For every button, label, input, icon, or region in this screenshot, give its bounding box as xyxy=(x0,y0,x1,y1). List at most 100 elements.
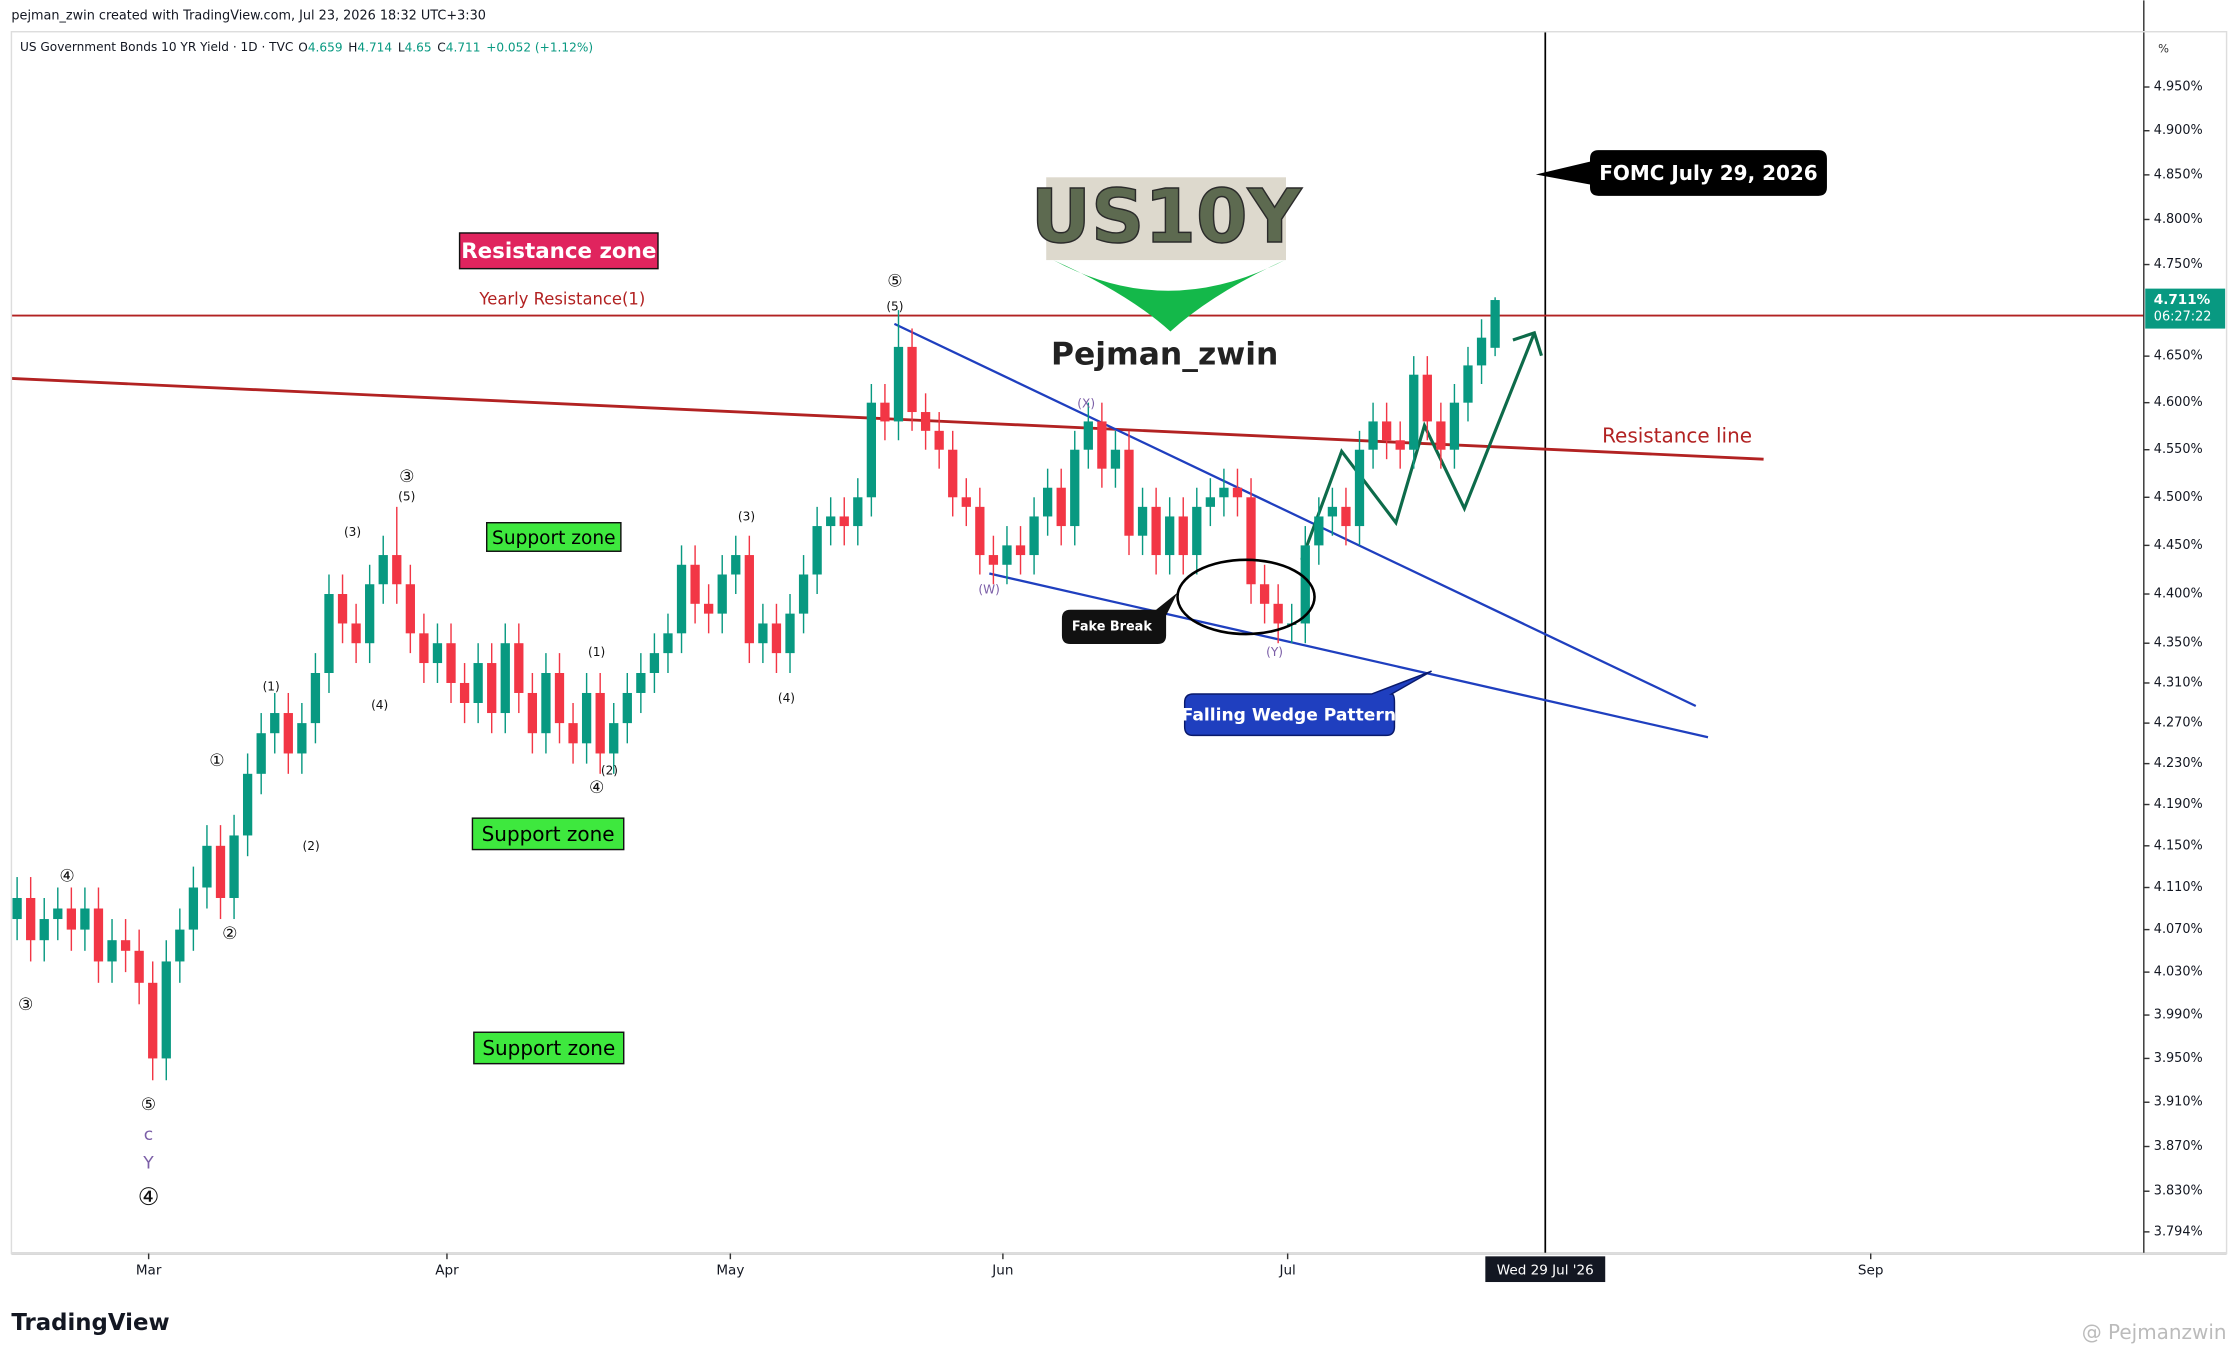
y-tick-label: 3.990% xyxy=(2154,1008,2203,1023)
y-tick-label: 4.750% xyxy=(2154,257,2203,272)
wave-label: (3) xyxy=(344,525,361,539)
candle-body xyxy=(161,961,171,1059)
candle-body xyxy=(1300,545,1310,624)
x-tick-label: Apr xyxy=(435,1263,459,1279)
candle-body xyxy=(853,497,863,527)
candle-body xyxy=(120,940,131,951)
logo-smile xyxy=(1053,260,1285,332)
candle-body xyxy=(432,643,443,664)
y-tick-label: 4.450% xyxy=(2154,538,2203,553)
candle-body xyxy=(907,346,917,413)
y-tick-label: 3.794% xyxy=(2154,1224,2203,1239)
y-tick-label: 3.870% xyxy=(2154,1139,2203,1154)
candle-body xyxy=(1015,545,1026,556)
candle-body xyxy=(229,835,239,898)
y-tick-label: 4.900% xyxy=(2154,123,2203,138)
ohlc-label: H xyxy=(348,40,357,54)
ohlc-value: 4.659 xyxy=(308,40,343,54)
candle-body xyxy=(242,773,253,836)
fomc-label: FOMC July 29, 2026 xyxy=(1599,161,1817,185)
candle-body xyxy=(297,723,307,754)
candle-body xyxy=(337,594,348,624)
candle-body xyxy=(1490,300,1500,348)
x-tick-label: Jul xyxy=(1278,1263,1295,1279)
candle-body xyxy=(39,919,49,941)
y-tick-label: 4.600% xyxy=(2154,395,2203,410)
candle-body xyxy=(283,713,293,754)
candle-body xyxy=(26,897,36,941)
ohlc-label: C xyxy=(437,40,445,54)
ohlc-value: 4.711 xyxy=(446,40,481,54)
candle-body xyxy=(1002,545,1012,565)
candle-body xyxy=(636,673,646,693)
candle-body xyxy=(1259,584,1270,604)
candle-body xyxy=(1273,603,1283,624)
candle-body xyxy=(215,845,226,898)
logo-bg xyxy=(1046,177,1286,261)
candle-body xyxy=(1219,487,1229,498)
candle-body xyxy=(419,633,429,664)
candle-body xyxy=(1381,421,1392,441)
candle-body xyxy=(663,633,673,654)
candle-body xyxy=(839,516,849,527)
y-tick-label: 4.030% xyxy=(2154,965,2203,980)
y-tick-label: 4.950% xyxy=(2154,80,2203,95)
wave-label: c xyxy=(144,1125,153,1145)
symbol-title: US Government Bonds 10 YR Yield · 1D · T… xyxy=(20,40,293,54)
candle-body xyxy=(798,574,809,614)
candle-body xyxy=(1422,374,1432,422)
y-tick-label: 4.150% xyxy=(2154,838,2203,853)
x-marker-bg xyxy=(1485,1256,1606,1283)
y-tick-label: 4.850% xyxy=(2154,167,2203,182)
logo: US10Y xyxy=(1031,173,1303,260)
candle-body xyxy=(202,845,212,888)
candle-body xyxy=(1341,506,1351,527)
y-tick-label: 4.800% xyxy=(2154,212,2203,227)
candle-body xyxy=(80,908,90,930)
wave-label: (1) xyxy=(588,645,605,659)
candle-body xyxy=(514,643,524,693)
last-price: 4.711% xyxy=(2154,292,2211,308)
candle-body xyxy=(622,692,632,724)
candle-body xyxy=(704,603,714,614)
wave-label: ⑤ xyxy=(887,271,902,291)
fomc-callout xyxy=(1535,150,1827,196)
candle-body xyxy=(1192,506,1202,556)
wave-label: (2) xyxy=(601,764,618,778)
candle-body xyxy=(1395,440,1405,450)
candle-body xyxy=(53,908,63,920)
candle-body xyxy=(1178,516,1188,556)
candle-body xyxy=(690,564,700,604)
candle-body xyxy=(676,564,687,634)
ohlc-label: O xyxy=(298,40,308,54)
candle-body xyxy=(446,643,456,683)
zone-label: Support zone xyxy=(492,528,615,549)
wave-label: ① xyxy=(209,751,224,771)
candle-body xyxy=(1165,516,1175,556)
x-tick-label: May xyxy=(716,1263,744,1279)
x-tick-label: Mar xyxy=(136,1263,162,1279)
y-tick-label: 4.270% xyxy=(2154,716,2203,731)
candle-body xyxy=(920,412,931,431)
candle-body xyxy=(541,673,551,734)
candle-body xyxy=(487,663,497,714)
candle-body xyxy=(1476,337,1487,366)
candle-body xyxy=(473,663,483,703)
candle-body xyxy=(1151,506,1161,556)
wave-label: ⑤ xyxy=(141,1095,156,1115)
y-tick-label: 4.310% xyxy=(2154,675,2203,690)
x-tick-label: Jun xyxy=(991,1263,1013,1279)
wave-label: (1) xyxy=(263,679,280,693)
candle-body xyxy=(649,653,660,674)
candle-body xyxy=(1436,421,1446,450)
wedge-callout xyxy=(1183,670,1432,737)
candle-body xyxy=(1463,365,1473,403)
candle-body xyxy=(568,723,578,744)
candle-body xyxy=(93,908,104,962)
y-tick-label: 4.110% xyxy=(2154,880,2203,895)
candle-body xyxy=(880,402,890,422)
wave-label: (5) xyxy=(398,490,415,504)
price-tag-bg xyxy=(2145,288,2226,329)
y-tick-label: 4.350% xyxy=(2154,636,2203,651)
